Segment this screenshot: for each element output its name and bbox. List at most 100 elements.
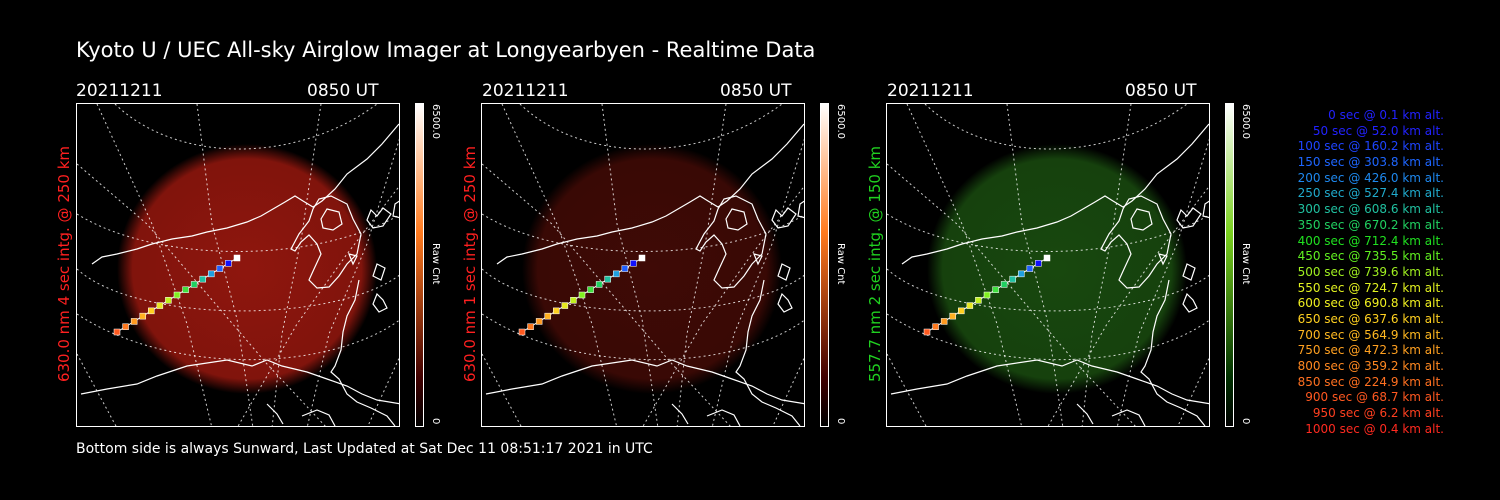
map-svg xyxy=(887,104,1209,426)
grid-line xyxy=(711,138,804,426)
coastline xyxy=(301,409,336,426)
trajectory-point xyxy=(148,307,155,315)
grid-line xyxy=(482,313,804,361)
grid-line xyxy=(676,104,727,426)
trajectory-point xyxy=(923,328,931,336)
grid-line xyxy=(196,104,254,426)
grid-line xyxy=(482,213,804,252)
trajectory-point xyxy=(983,291,991,299)
grid-line xyxy=(77,313,399,361)
trajectory-point xyxy=(190,281,198,288)
panel-3-cbar-label: Raw Cnt xyxy=(1240,243,1251,285)
coastline xyxy=(320,208,343,231)
legend-row: 800 sec @ 359.2 km alt. xyxy=(1297,359,1444,373)
panel-3-cbar-min: 0 xyxy=(1240,418,1251,425)
trajectory-point xyxy=(208,270,215,278)
coastline xyxy=(777,263,791,281)
grid-line xyxy=(1006,104,1064,426)
panel-3-time: 0850 UT xyxy=(1125,81,1197,101)
coastline xyxy=(1158,253,1168,266)
panel-2-cbar-max: 6500.0 xyxy=(835,104,846,139)
coastline xyxy=(1130,208,1153,231)
grid-line xyxy=(482,268,804,312)
panel-1-image xyxy=(76,103,400,427)
coastline xyxy=(771,207,797,229)
legend-row: 200 sec @ 426.0 km alt. xyxy=(1297,170,1444,185)
grid-line xyxy=(519,104,783,150)
trajectory-point xyxy=(527,323,534,330)
coastline xyxy=(1076,403,1094,425)
trajectory-point xyxy=(975,297,982,304)
trajectory-point xyxy=(216,265,224,272)
panel-2-ylabel: 630.0 nm 1 sec intg. @ 250 km xyxy=(461,145,479,383)
trajectory-point xyxy=(518,328,526,336)
legend-row: 350 sec @ 670.2 km alt. xyxy=(1297,217,1444,232)
legend-row: 400 sec @ 712.4 km alt. xyxy=(1297,233,1444,248)
coastline xyxy=(392,200,399,219)
grid-line xyxy=(77,353,117,426)
trajectory-legend: 0 sec @ 0.1 km alt. 50 sec @ 52.0 km alt.… xyxy=(1268,108,1444,437)
legend-row: 0 sec @ 0.1 km alt. xyxy=(1328,108,1444,122)
panel-3-colorbar xyxy=(1225,103,1234,427)
panel-1-colorbar xyxy=(415,103,424,427)
panel-1-date: 20211211 xyxy=(76,81,163,101)
panel-2-colorbar xyxy=(820,103,829,427)
coastline xyxy=(80,359,399,405)
panel-1-time: 0850 UT xyxy=(307,81,379,101)
panel-3-date: 20211211 xyxy=(887,81,974,101)
panel-2-image xyxy=(481,103,805,427)
legend-row: 50 sec @ 52.0 km alt. xyxy=(1312,123,1444,138)
trajectory-point xyxy=(1009,275,1016,283)
trajectory-point xyxy=(156,302,164,309)
grid-line xyxy=(1116,138,1209,426)
trajectory-point xyxy=(182,286,189,293)
grid-line xyxy=(601,104,659,426)
grid-line xyxy=(306,138,399,426)
grid-line xyxy=(77,213,399,252)
panel-2-cbar-label: Raw Cnt xyxy=(835,243,846,285)
legend-row: 850 sec @ 224.9 km alt. xyxy=(1297,374,1444,389)
trajectory-point xyxy=(553,307,560,315)
trajectory-point xyxy=(587,286,594,293)
grid-line xyxy=(77,268,399,312)
coastline xyxy=(330,279,396,426)
grid-line xyxy=(114,104,378,150)
coastline xyxy=(372,292,388,313)
trajectory-point xyxy=(233,254,241,262)
trajectory-point xyxy=(1035,260,1042,267)
trajectory-point xyxy=(932,323,939,330)
coastline xyxy=(735,279,801,426)
panel-1-cbar-max: 6500.0 xyxy=(430,104,441,139)
coastline xyxy=(290,195,362,289)
coastline xyxy=(777,292,793,313)
panel-1-cbar-min: 0 xyxy=(430,418,441,425)
grid-line xyxy=(1047,185,1209,426)
grid-line xyxy=(642,185,804,426)
legend-row: 1000 sec @ 0.4 km alt. xyxy=(1305,421,1444,436)
trajectory-point xyxy=(225,260,232,267)
trajectory-point xyxy=(949,312,956,320)
trajectory-point xyxy=(173,291,181,299)
coastline xyxy=(348,253,358,266)
coastline xyxy=(797,200,804,219)
coastline xyxy=(706,409,741,426)
coastline xyxy=(366,207,392,229)
legend-row: 950 sec @ 6.2 km alt. xyxy=(1312,406,1444,421)
panel-3-image xyxy=(886,103,1210,427)
coastline xyxy=(485,359,804,405)
grid-line xyxy=(501,104,618,426)
trajectory-point xyxy=(1043,254,1051,262)
grid-line xyxy=(772,357,804,426)
trajectory-point xyxy=(544,312,551,320)
legend-row: 900 sec @ 68.7 km alt. xyxy=(1305,390,1444,405)
legend-row: 600 sec @ 690.8 km alt. xyxy=(1297,296,1444,311)
coastline xyxy=(695,195,767,289)
trajectory-point xyxy=(165,297,172,304)
panel-2-cbar-min: 0 xyxy=(835,418,846,425)
trajectory-point xyxy=(199,275,206,283)
coastline xyxy=(372,263,386,281)
trajectory-point xyxy=(1018,270,1025,278)
trajectory-point xyxy=(621,265,629,272)
trajectory-point xyxy=(139,312,146,320)
trajectory-point xyxy=(638,254,646,262)
